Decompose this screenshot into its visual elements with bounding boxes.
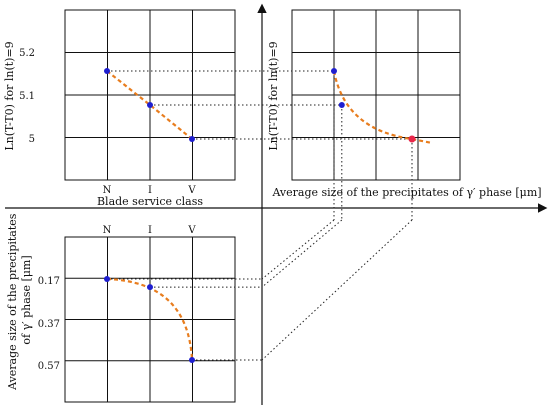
tl-ytick-0: 5.2 xyxy=(19,48,35,59)
tr-ylabel: Ln(T-T0) for ln(t)=9 xyxy=(267,41,280,150)
tl-xtick-0: N xyxy=(103,185,112,196)
grid-top-left xyxy=(64,9,236,181)
tl-ytick-1: 5.1 xyxy=(19,91,35,102)
tl-ytick-2: 5 xyxy=(29,134,35,145)
bl-ytick-2: 0.57 xyxy=(38,361,60,372)
tr-point-0 xyxy=(331,68,337,74)
guide-diag-2 xyxy=(261,219,413,361)
data-points xyxy=(104,68,416,363)
guide-diag-1 xyxy=(261,219,343,288)
tl-xlabel: Blade service class xyxy=(97,195,203,208)
tr-point-1 xyxy=(338,102,345,108)
tr-trend-curve xyxy=(332,70,433,145)
bl-xtick-2: V xyxy=(187,225,196,236)
grid-top-right xyxy=(291,9,461,181)
bl-point-0 xyxy=(104,276,110,282)
dotted-guide-lines xyxy=(107,70,413,361)
trend-curves xyxy=(106,70,433,361)
tl-point-1 xyxy=(147,102,153,108)
bl-ytick-1: 0.37 xyxy=(38,319,60,330)
bl-xtick-0: N xyxy=(103,225,112,236)
bl-ylabel: Average size of the precipitates of γ′ p… xyxy=(6,210,33,391)
guide-diag-0 xyxy=(261,219,335,280)
tr-point-2 xyxy=(408,135,416,143)
bl-ytick-0: 0.17 xyxy=(38,276,60,287)
bl-point-1 xyxy=(147,284,153,291)
bl-ylabel-line1: Average size of the precipitates xyxy=(6,213,19,391)
tl-xtick-1: I xyxy=(148,185,152,196)
tl-point-0 xyxy=(104,68,110,74)
tr-xlabel: Average size of the precipitates of γ′ p… xyxy=(271,186,541,199)
tl-xtick-2: V xyxy=(187,185,196,196)
bl-xtick-1: I xyxy=(148,225,152,236)
bl-ylabel-line2: of γ′ phase [μm] xyxy=(20,255,33,344)
tl-point-2 xyxy=(189,136,195,142)
bl-trend-curve xyxy=(106,277,194,361)
tl-ylabel: Ln(T-T0) for ln(t)=9 xyxy=(3,41,16,150)
grid-bottom-left xyxy=(64,236,236,403)
bl-point-2 xyxy=(189,357,195,363)
